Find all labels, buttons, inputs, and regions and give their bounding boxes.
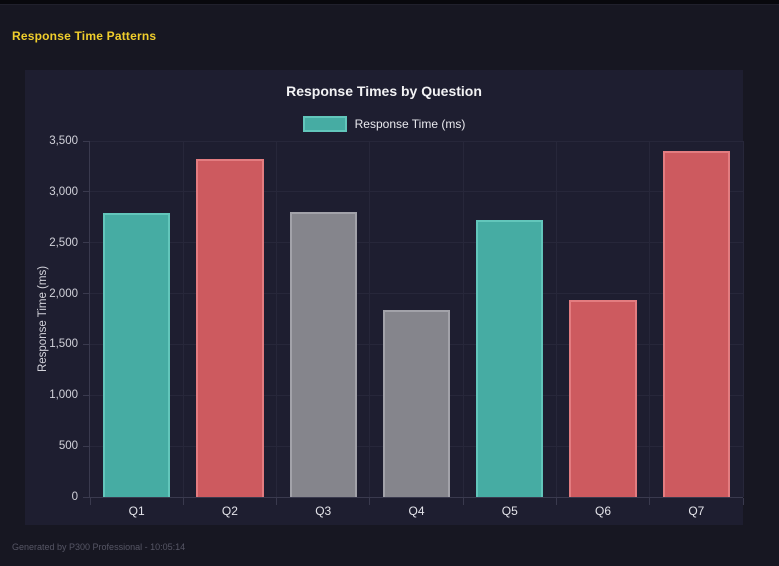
legend-label: Response Time (ms)	[354, 117, 466, 131]
chart-title: Response Times by Question	[286, 83, 482, 99]
x-tick	[182, 498, 184, 505]
gridline-x	[742, 141, 744, 497]
gridline-x	[462, 141, 464, 497]
gridline-y-3,500	[90, 140, 743, 142]
y-axis-label: 1,500	[49, 338, 78, 351]
x-axis-label-Q2: Q2	[221, 504, 238, 518]
top-window-strip	[0, 0, 779, 5]
x-tick	[649, 498, 651, 505]
x-tick	[555, 498, 557, 505]
y-tick	[83, 445, 89, 447]
y-axis-label: 3,000	[49, 185, 78, 198]
y-axis-title: Response Time (ms)	[37, 265, 49, 373]
bar-Q3[interactable]	[289, 212, 357, 497]
y-axis-label: 1,000	[49, 389, 78, 402]
y-tick	[83, 496, 89, 498]
gridline-x	[555, 141, 557, 497]
bar-Q5[interactable]	[476, 220, 544, 497]
gridline-x	[182, 141, 184, 497]
chart-legend[interactable]: Response Time (ms)	[25, 116, 743, 132]
y-axis-label: 2,500	[49, 236, 78, 249]
bar-Q1[interactable]	[103, 213, 171, 497]
gridline-x	[649, 141, 651, 497]
x-axis-label-Q5: Q5	[501, 504, 518, 518]
gridline-x	[276, 141, 278, 497]
y-axis-label: 3,500	[49, 135, 78, 147]
y-axis-label: 500	[58, 440, 78, 453]
gridline-y-3,000	[90, 191, 743, 193]
x-axis-label-Q4: Q4	[408, 504, 425, 518]
y-axis-label: 0	[71, 491, 78, 503]
x-tick	[742, 498, 744, 505]
plot-area: Response Time (ms) 0 500 1,000 1,500 2,000 2,…	[37, 135, 744, 518]
y-tick	[83, 343, 89, 345]
gridline-y-2,000	[90, 293, 743, 295]
bar-Q2[interactable]	[196, 159, 264, 497]
page-title: Response Time Patterns	[12, 29, 157, 43]
x-tick	[276, 498, 278, 505]
legend-swatch	[302, 116, 347, 132]
x-tick	[89, 498, 91, 505]
y-tick	[83, 242, 89, 244]
y-tick	[83, 293, 89, 295]
x-axis-label-Q7: Q7	[688, 504, 705, 518]
x-axis-label-Q6: Q6	[595, 504, 612, 518]
y-tick	[83, 191, 89, 193]
bar-Q4[interactable]	[382, 309, 451, 497]
x-tick	[462, 498, 464, 505]
chart-card: Response Times by Question Response Time…	[25, 70, 744, 525]
x-axis-label-Q1: Q1	[128, 504, 145, 518]
y-tick	[83, 140, 89, 142]
y-tick	[83, 394, 89, 396]
bar-Q6[interactable]	[569, 299, 637, 497]
bar-Q7[interactable]	[662, 151, 730, 497]
footer-status-text: Generated by P300 Professional - 10:05:1…	[12, 542, 186, 552]
y-axis-label: 2,000	[49, 287, 78, 300]
gridline-x	[369, 141, 371, 497]
gridline-y-2,500	[90, 242, 743, 244]
x-axis-label-Q3: Q3	[315, 504, 332, 518]
x-tick	[369, 498, 371, 505]
